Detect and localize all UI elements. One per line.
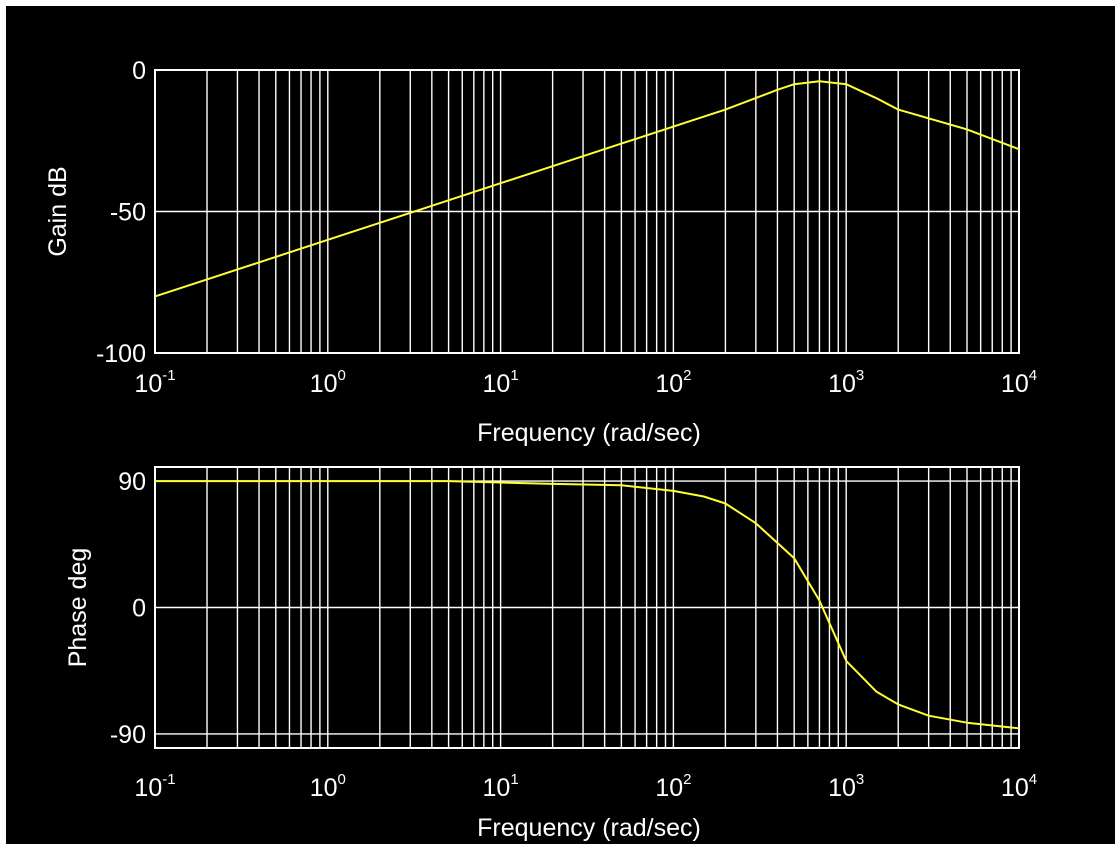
phase-x-tick-exponent: 0	[338, 771, 346, 788]
phase-x-tick-label: 103	[828, 771, 864, 802]
phase-x-tick-base: 10	[310, 774, 338, 802]
gain-x-tick-exponent: 2	[683, 367, 691, 384]
gain-grid	[155, 70, 1019, 353]
gain-x-tick-label: 101	[483, 367, 519, 398]
phase-y-tick-label: -90	[110, 721, 146, 749]
phase-y-tick-label: 0	[132, 595, 146, 623]
phase-x-tick-base: 10	[134, 774, 162, 802]
gain-x-tick-label: 102	[655, 367, 691, 398]
phase-x-tick-label: 10-1	[134, 771, 175, 802]
gain-y-tick-label: 0	[132, 57, 146, 85]
gain-axes-frame	[154, 69, 1020, 354]
gain-x-tick-label: 104	[1001, 367, 1037, 398]
gain-x-tick-exponent: 1	[510, 367, 518, 384]
phase-x-tick-exponent: 4	[1029, 771, 1037, 788]
phase-x-tick-label: 104	[1001, 771, 1037, 802]
figure-background	[6, 6, 1115, 844]
gain-x-tick-base: 10	[1001, 370, 1029, 398]
phase-x-tick-exponent: -1	[162, 771, 175, 788]
gain-y-tick-label: -100	[96, 340, 146, 368]
phase-x-tick-base: 10	[483, 774, 511, 802]
gain-y-tick-label: -50	[110, 199, 146, 227]
gain-x-tick-base: 10	[310, 370, 338, 398]
gain-x-tick-exponent: 3	[856, 367, 864, 384]
phase-x-tick-exponent: 3	[856, 771, 864, 788]
phase-y-axis-label: Phase deg	[64, 548, 92, 668]
gain-x-tick-exponent: 0	[338, 367, 346, 384]
phase-x-tick-base: 10	[1001, 774, 1029, 802]
phase-x-tick-base: 10	[828, 774, 856, 802]
gain-x-tick-label: 103	[828, 367, 864, 398]
phase-axes-frame	[154, 466, 1020, 749]
gain-x-axis-label: Frequency (rad/sec)	[477, 419, 701, 447]
gain-x-tick-label: 10-1	[134, 367, 175, 398]
phase-x-tick-base: 10	[655, 774, 683, 802]
gain-x-tick-base: 10	[828, 370, 856, 398]
phase-grid	[155, 467, 1019, 748]
phase-curve	[155, 480, 1020, 730]
phase-x-tick-exponent: 2	[683, 771, 691, 788]
gain-curve	[154, 80, 1020, 298]
gain-x-tick-base: 10	[655, 370, 683, 398]
gain-x-tick-label: 100	[310, 367, 346, 398]
phase-x-tick-label: 102	[655, 771, 691, 802]
phase-y-tick-label: 90	[118, 468, 146, 496]
gain-y-axis-label: Gain dB	[44, 166, 72, 256]
gain-x-tick-exponent: -1	[162, 367, 175, 384]
phase-x-tick-exponent: 1	[510, 771, 518, 788]
gain-x-tick-base: 10	[483, 370, 511, 398]
phase-x-axis-label: Frequency (rad/sec)	[477, 814, 701, 842]
phase-x-tick-label: 101	[483, 771, 519, 802]
gain-x-tick-exponent: 4	[1029, 367, 1037, 384]
gain-x-tick-base: 10	[134, 370, 162, 398]
phase-x-tick-label: 100	[310, 771, 346, 802]
